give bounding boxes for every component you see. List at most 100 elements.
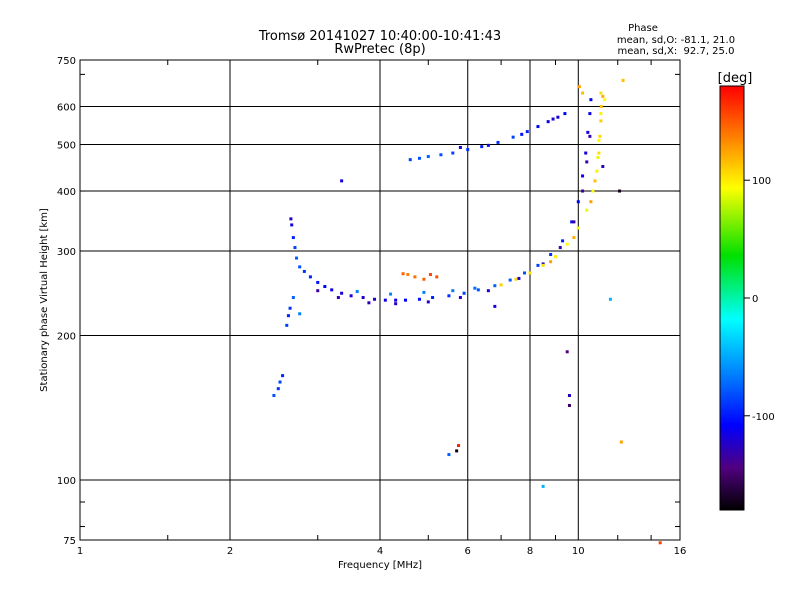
data-point (621, 78, 625, 82)
y-tick-label: 200 (57, 332, 76, 343)
data-point (349, 294, 353, 298)
data-point (276, 387, 280, 391)
data-point (567, 394, 571, 398)
data-point (413, 275, 417, 279)
data-point (439, 153, 443, 157)
data-point (541, 484, 545, 488)
data-point (572, 220, 576, 224)
data-point (401, 272, 405, 276)
data-point (599, 91, 603, 95)
data-point (563, 112, 567, 116)
data-point (426, 155, 430, 159)
data-point (536, 125, 540, 129)
data-point (549, 253, 553, 257)
data-point (493, 284, 497, 288)
data-point (586, 130, 590, 134)
colorbar-tick-label: 100 (752, 176, 771, 187)
data-point (608, 297, 612, 301)
data-point (403, 298, 407, 302)
data-point (565, 242, 569, 246)
data-point (458, 145, 462, 149)
colorbar: [deg] 100 0 -100 (718, 71, 775, 511)
data-point (536, 263, 540, 267)
data-point (581, 174, 585, 178)
data-point (316, 280, 320, 284)
colorbar-tick-label: -100 (752, 412, 775, 423)
data-point (584, 151, 588, 155)
y-tick-label: 100 (57, 476, 76, 487)
data-point (588, 134, 592, 138)
y-tick-label: 75 (63, 536, 76, 547)
data-point (290, 223, 294, 227)
data-point (565, 350, 569, 354)
data-point (298, 265, 302, 269)
data-point (451, 151, 455, 155)
plot-frame (79, 59, 681, 541)
grid-lines (80, 60, 680, 540)
data-point (599, 119, 603, 123)
data-point (291, 296, 295, 300)
x-tick-label: 4 (377, 546, 383, 557)
minor-ticks (80, 60, 680, 540)
data-point (589, 200, 593, 204)
data-point (496, 140, 500, 144)
data-point (570, 220, 574, 224)
y-axis-tick-labels: 75 100 200 300 400 500 600 750 (57, 56, 76, 547)
data-point (447, 294, 451, 298)
data-point (588, 112, 592, 116)
data-point (567, 403, 571, 407)
data-point (576, 200, 580, 204)
data-point (406, 273, 410, 277)
data-points (272, 78, 662, 545)
data-point (601, 164, 605, 168)
data-point (598, 134, 602, 138)
data-point (619, 440, 623, 444)
colorbar-tick-label: 0 (752, 294, 758, 305)
data-point (525, 130, 529, 134)
data-point (286, 314, 290, 318)
data-point (553, 255, 557, 259)
data-point (593, 179, 597, 183)
data-point (451, 289, 455, 293)
y-tick-label: 500 (57, 141, 76, 152)
y-tick-label: 300 (57, 247, 76, 258)
data-point (589, 98, 593, 102)
data-point (558, 246, 562, 250)
x-tick-label: 8 (527, 546, 533, 557)
data-point (302, 269, 306, 273)
data-point (551, 117, 555, 121)
data-point (417, 297, 421, 301)
data-point (585, 208, 589, 212)
data-point (541, 263, 545, 267)
data-point (549, 260, 553, 264)
data-point (528, 271, 532, 275)
data-point (285, 323, 289, 327)
data-point (599, 105, 603, 109)
data-point (298, 312, 302, 316)
x-tick-label: 10 (572, 546, 585, 557)
data-point (308, 275, 312, 279)
data-point (389, 292, 393, 296)
colorbar-ticks: 100 0 -100 (744, 176, 775, 423)
data-point (288, 306, 292, 310)
data-point (486, 143, 490, 147)
data-point (577, 85, 581, 89)
y-tick-label: 400 (57, 187, 76, 198)
data-point (316, 289, 320, 293)
colorbar-gradient (720, 86, 744, 510)
data-point (595, 169, 599, 173)
data-point (591, 189, 595, 193)
data-point (546, 120, 550, 124)
data-point (618, 189, 622, 193)
x-tick-label: 2 (227, 546, 233, 557)
data-point (361, 296, 365, 300)
data-point (556, 115, 560, 119)
data-point (394, 302, 398, 306)
data-point (581, 189, 585, 193)
data-point (278, 380, 282, 384)
data-point (447, 453, 451, 457)
data-point (473, 286, 477, 290)
data-point (480, 145, 484, 149)
data-point (281, 374, 285, 378)
data-point (486, 289, 490, 293)
